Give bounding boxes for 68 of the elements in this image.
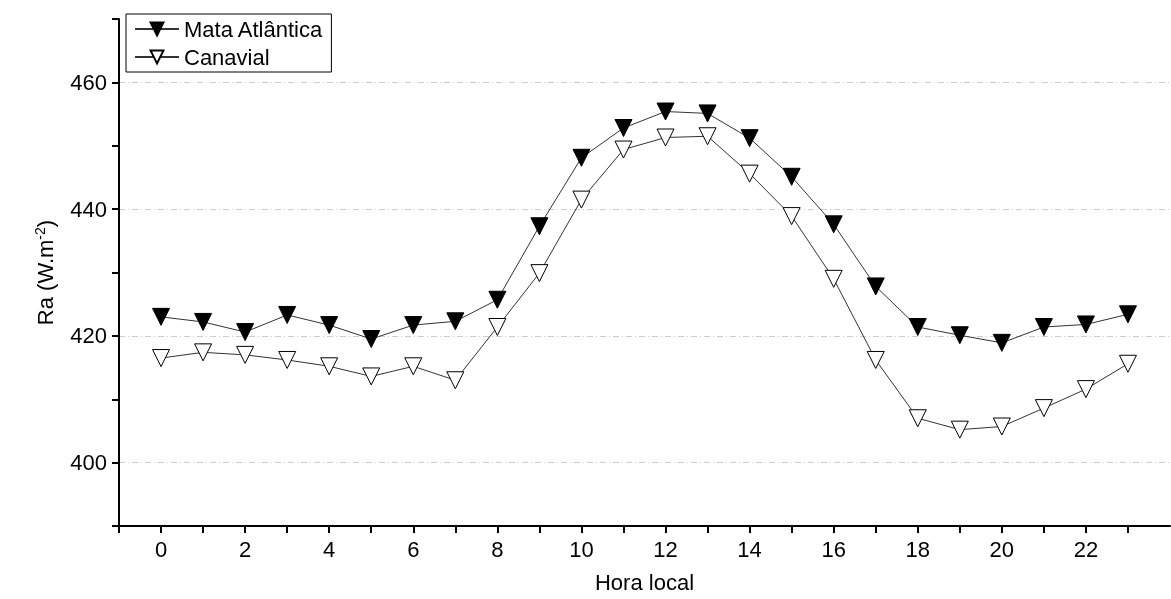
point bbox=[1118, 305, 1137, 324]
point bbox=[404, 357, 423, 376]
point bbox=[320, 357, 339, 376]
x-tick-label: 22 bbox=[1073, 536, 1099, 562]
point bbox=[446, 371, 465, 390]
point bbox=[992, 417, 1011, 436]
point bbox=[194, 343, 213, 362]
point bbox=[908, 409, 927, 428]
point bbox=[992, 333, 1011, 352]
point bbox=[278, 350, 297, 369]
point bbox=[488, 318, 507, 336]
point bbox=[446, 312, 465, 331]
x-tick-label: 4 bbox=[323, 536, 336, 562]
point bbox=[1118, 354, 1137, 373]
x-tick-label: 0 bbox=[154, 536, 168, 562]
point bbox=[824, 215, 843, 234]
x-tick-label: 14 bbox=[737, 536, 762, 562]
x-tick-label: 6 bbox=[407, 536, 420, 562]
point bbox=[236, 323, 255, 342]
point bbox=[404, 316, 423, 335]
y-tick-label: 420 bbox=[70, 323, 107, 349]
point bbox=[1034, 399, 1053, 418]
legend-label: Mata Atlântica bbox=[184, 16, 323, 42]
point bbox=[908, 318, 927, 336]
point bbox=[152, 349, 171, 368]
point bbox=[656, 128, 675, 147]
point bbox=[530, 217, 549, 236]
point bbox=[236, 345, 255, 364]
point bbox=[698, 104, 717, 123]
x-tick-label: 2 bbox=[238, 536, 252, 562]
point bbox=[656, 102, 675, 121]
point bbox=[950, 326, 969, 345]
x-axis-title: Hora local bbox=[594, 569, 695, 595]
point bbox=[194, 312, 213, 331]
point bbox=[362, 330, 381, 349]
point bbox=[1076, 315, 1095, 334]
x-tick-label: 20 bbox=[989, 536, 1015, 562]
x-tick-label: 18 bbox=[905, 536, 930, 562]
x-tick-label: 8 bbox=[491, 536, 504, 562]
point bbox=[614, 119, 633, 138]
x-tick-label: 12 bbox=[653, 536, 678, 562]
x-tick-label: 16 bbox=[821, 536, 846, 562]
point bbox=[572, 148, 591, 167]
point bbox=[362, 367, 381, 386]
point bbox=[950, 420, 969, 439]
x-tick-label: 10 bbox=[569, 536, 594, 562]
point bbox=[866, 277, 885, 296]
point bbox=[530, 264, 549, 283]
point bbox=[278, 305, 297, 324]
point bbox=[152, 307, 171, 326]
y-tick-label: 460 bbox=[70, 69, 107, 95]
y-axis-title: Ra (W.m-2) bbox=[32, 219, 58, 326]
point bbox=[740, 164, 759, 183]
point bbox=[320, 316, 339, 335]
point bbox=[488, 290, 507, 309]
point bbox=[782, 167, 801, 186]
y-tick-label: 440 bbox=[70, 196, 107, 222]
point bbox=[1076, 380, 1095, 399]
point bbox=[824, 269, 843, 288]
point bbox=[614, 140, 633, 159]
point bbox=[572, 190, 591, 209]
point bbox=[782, 207, 801, 226]
y-tick-label: 400 bbox=[70, 450, 107, 476]
legend-label: Canavial bbox=[184, 44, 270, 70]
point bbox=[866, 350, 885, 369]
point bbox=[740, 129, 759, 148]
point bbox=[698, 127, 717, 146]
point bbox=[1034, 318, 1053, 336]
